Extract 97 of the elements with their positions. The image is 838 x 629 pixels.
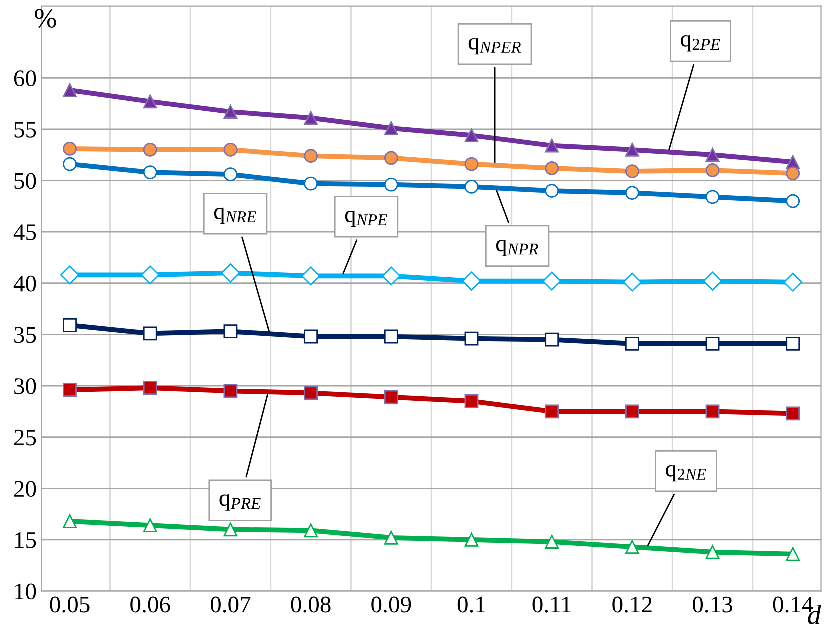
point bbox=[706, 545, 720, 560]
y-tick-label: 55 bbox=[14, 122, 36, 138]
point bbox=[784, 272, 803, 292]
point bbox=[706, 336, 720, 351]
point bbox=[464, 157, 479, 172]
point bbox=[384, 178, 398, 192]
point bbox=[143, 381, 158, 396]
point bbox=[464, 128, 479, 143]
x-tick-label: 0.11 bbox=[532, 596, 571, 613]
x-tick-label: 0.13 bbox=[693, 596, 733, 613]
point bbox=[545, 404, 560, 419]
point bbox=[224, 522, 238, 537]
point bbox=[143, 94, 158, 109]
point bbox=[384, 121, 398, 136]
y-tick-label: 35 bbox=[14, 327, 36, 344]
point bbox=[224, 105, 238, 119]
x-tick-label: 0.06 bbox=[130, 596, 170, 613]
y-tick-label: 40 bbox=[14, 276, 36, 292]
point bbox=[63, 383, 77, 398]
point bbox=[140, 266, 160, 285]
point bbox=[462, 272, 482, 291]
x-tick-label: 0.08 bbox=[291, 596, 331, 613]
point bbox=[63, 318, 77, 332]
point bbox=[221, 264, 240, 283]
point bbox=[224, 324, 238, 339]
point bbox=[464, 533, 479, 547]
series-label: q$_{NPR}$ bbox=[496, 240, 539, 256]
y-tick-label: 20 bbox=[14, 481, 36, 498]
y-tick-label: 10 bbox=[16, 584, 36, 600]
y-axis-title: % bbox=[35, 9, 56, 28]
y-tick-label: 50 bbox=[14, 173, 36, 190]
point bbox=[304, 149, 318, 164]
y-tick-label: 15 bbox=[16, 532, 36, 548]
point bbox=[786, 547, 800, 562]
point bbox=[143, 326, 158, 341]
point bbox=[706, 190, 720, 204]
series-label: q$_{NPE}$ bbox=[345, 210, 388, 228]
point bbox=[143, 143, 158, 157]
text: q$_{NRE}$ bbox=[214, 208, 257, 224]
point bbox=[302, 266, 321, 286]
y-tick-label: 25 bbox=[14, 430, 36, 446]
point bbox=[304, 330, 318, 344]
text: q$_{2NE}$ bbox=[666, 465, 706, 482]
x-tick-label: 0.07 bbox=[210, 596, 251, 613]
point bbox=[304, 176, 318, 191]
x-tick-label: 0.1 bbox=[458, 596, 486, 613]
point bbox=[384, 330, 398, 344]
y-tick-label: 30 bbox=[14, 378, 36, 394]
x-tick-label: 0.05 bbox=[50, 596, 90, 613]
point bbox=[545, 184, 560, 198]
point bbox=[545, 535, 560, 549]
x-tick-label: 0.09 bbox=[372, 596, 412, 613]
point bbox=[224, 143, 238, 157]
point bbox=[625, 404, 640, 419]
point bbox=[625, 186, 640, 200]
point bbox=[224, 384, 238, 398]
point bbox=[464, 180, 479, 194]
point bbox=[143, 166, 158, 180]
point bbox=[63, 514, 77, 528]
point bbox=[304, 386, 318, 400]
point bbox=[464, 394, 479, 408]
point bbox=[545, 332, 560, 347]
point bbox=[706, 148, 720, 162]
point bbox=[545, 138, 560, 153]
point bbox=[384, 151, 398, 166]
point bbox=[622, 272, 642, 292]
x-tick-label: 0.12 bbox=[612, 596, 652, 613]
y-tick-label: 60 bbox=[14, 70, 36, 87]
y-tick-label: 45 bbox=[14, 224, 36, 240]
point bbox=[786, 406, 800, 421]
point bbox=[60, 266, 80, 285]
point bbox=[384, 390, 398, 404]
point bbox=[542, 272, 562, 291]
point bbox=[625, 143, 640, 157]
point bbox=[545, 161, 560, 176]
point bbox=[304, 524, 318, 538]
point bbox=[706, 404, 720, 419]
point bbox=[464, 332, 479, 346]
point bbox=[384, 530, 398, 545]
point bbox=[63, 142, 77, 156]
point bbox=[786, 194, 800, 208]
point bbox=[625, 540, 640, 554]
text: q$_{NPER}$ bbox=[468, 38, 522, 55]
point bbox=[706, 164, 720, 178]
text: q$_{2PE}$ bbox=[681, 35, 720, 52]
point bbox=[224, 168, 238, 182]
point bbox=[786, 166, 800, 181]
point bbox=[63, 84, 77, 98]
point bbox=[382, 266, 401, 286]
point bbox=[304, 111, 318, 126]
point bbox=[786, 336, 800, 351]
point bbox=[63, 157, 77, 172]
text: q$_{PRE}$ bbox=[220, 494, 261, 511]
point bbox=[703, 272, 722, 291]
point bbox=[625, 164, 640, 178]
point bbox=[625, 336, 640, 351]
point bbox=[143, 518, 158, 533]
